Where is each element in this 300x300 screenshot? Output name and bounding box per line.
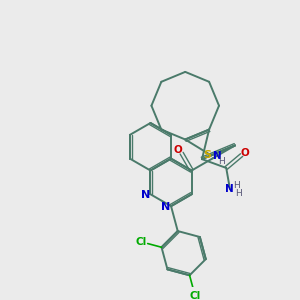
Text: O: O	[241, 148, 249, 158]
Text: H: H	[235, 189, 242, 198]
Text: O: O	[174, 145, 183, 155]
Text: H: H	[218, 157, 225, 166]
Text: Cl: Cl	[135, 237, 146, 247]
Text: N: N	[225, 184, 234, 194]
Text: S: S	[204, 150, 212, 161]
Text: N: N	[213, 151, 221, 161]
Text: Cl: Cl	[190, 291, 201, 300]
Text: N: N	[161, 202, 170, 212]
Text: H: H	[233, 181, 240, 190]
Text: N: N	[141, 190, 150, 200]
